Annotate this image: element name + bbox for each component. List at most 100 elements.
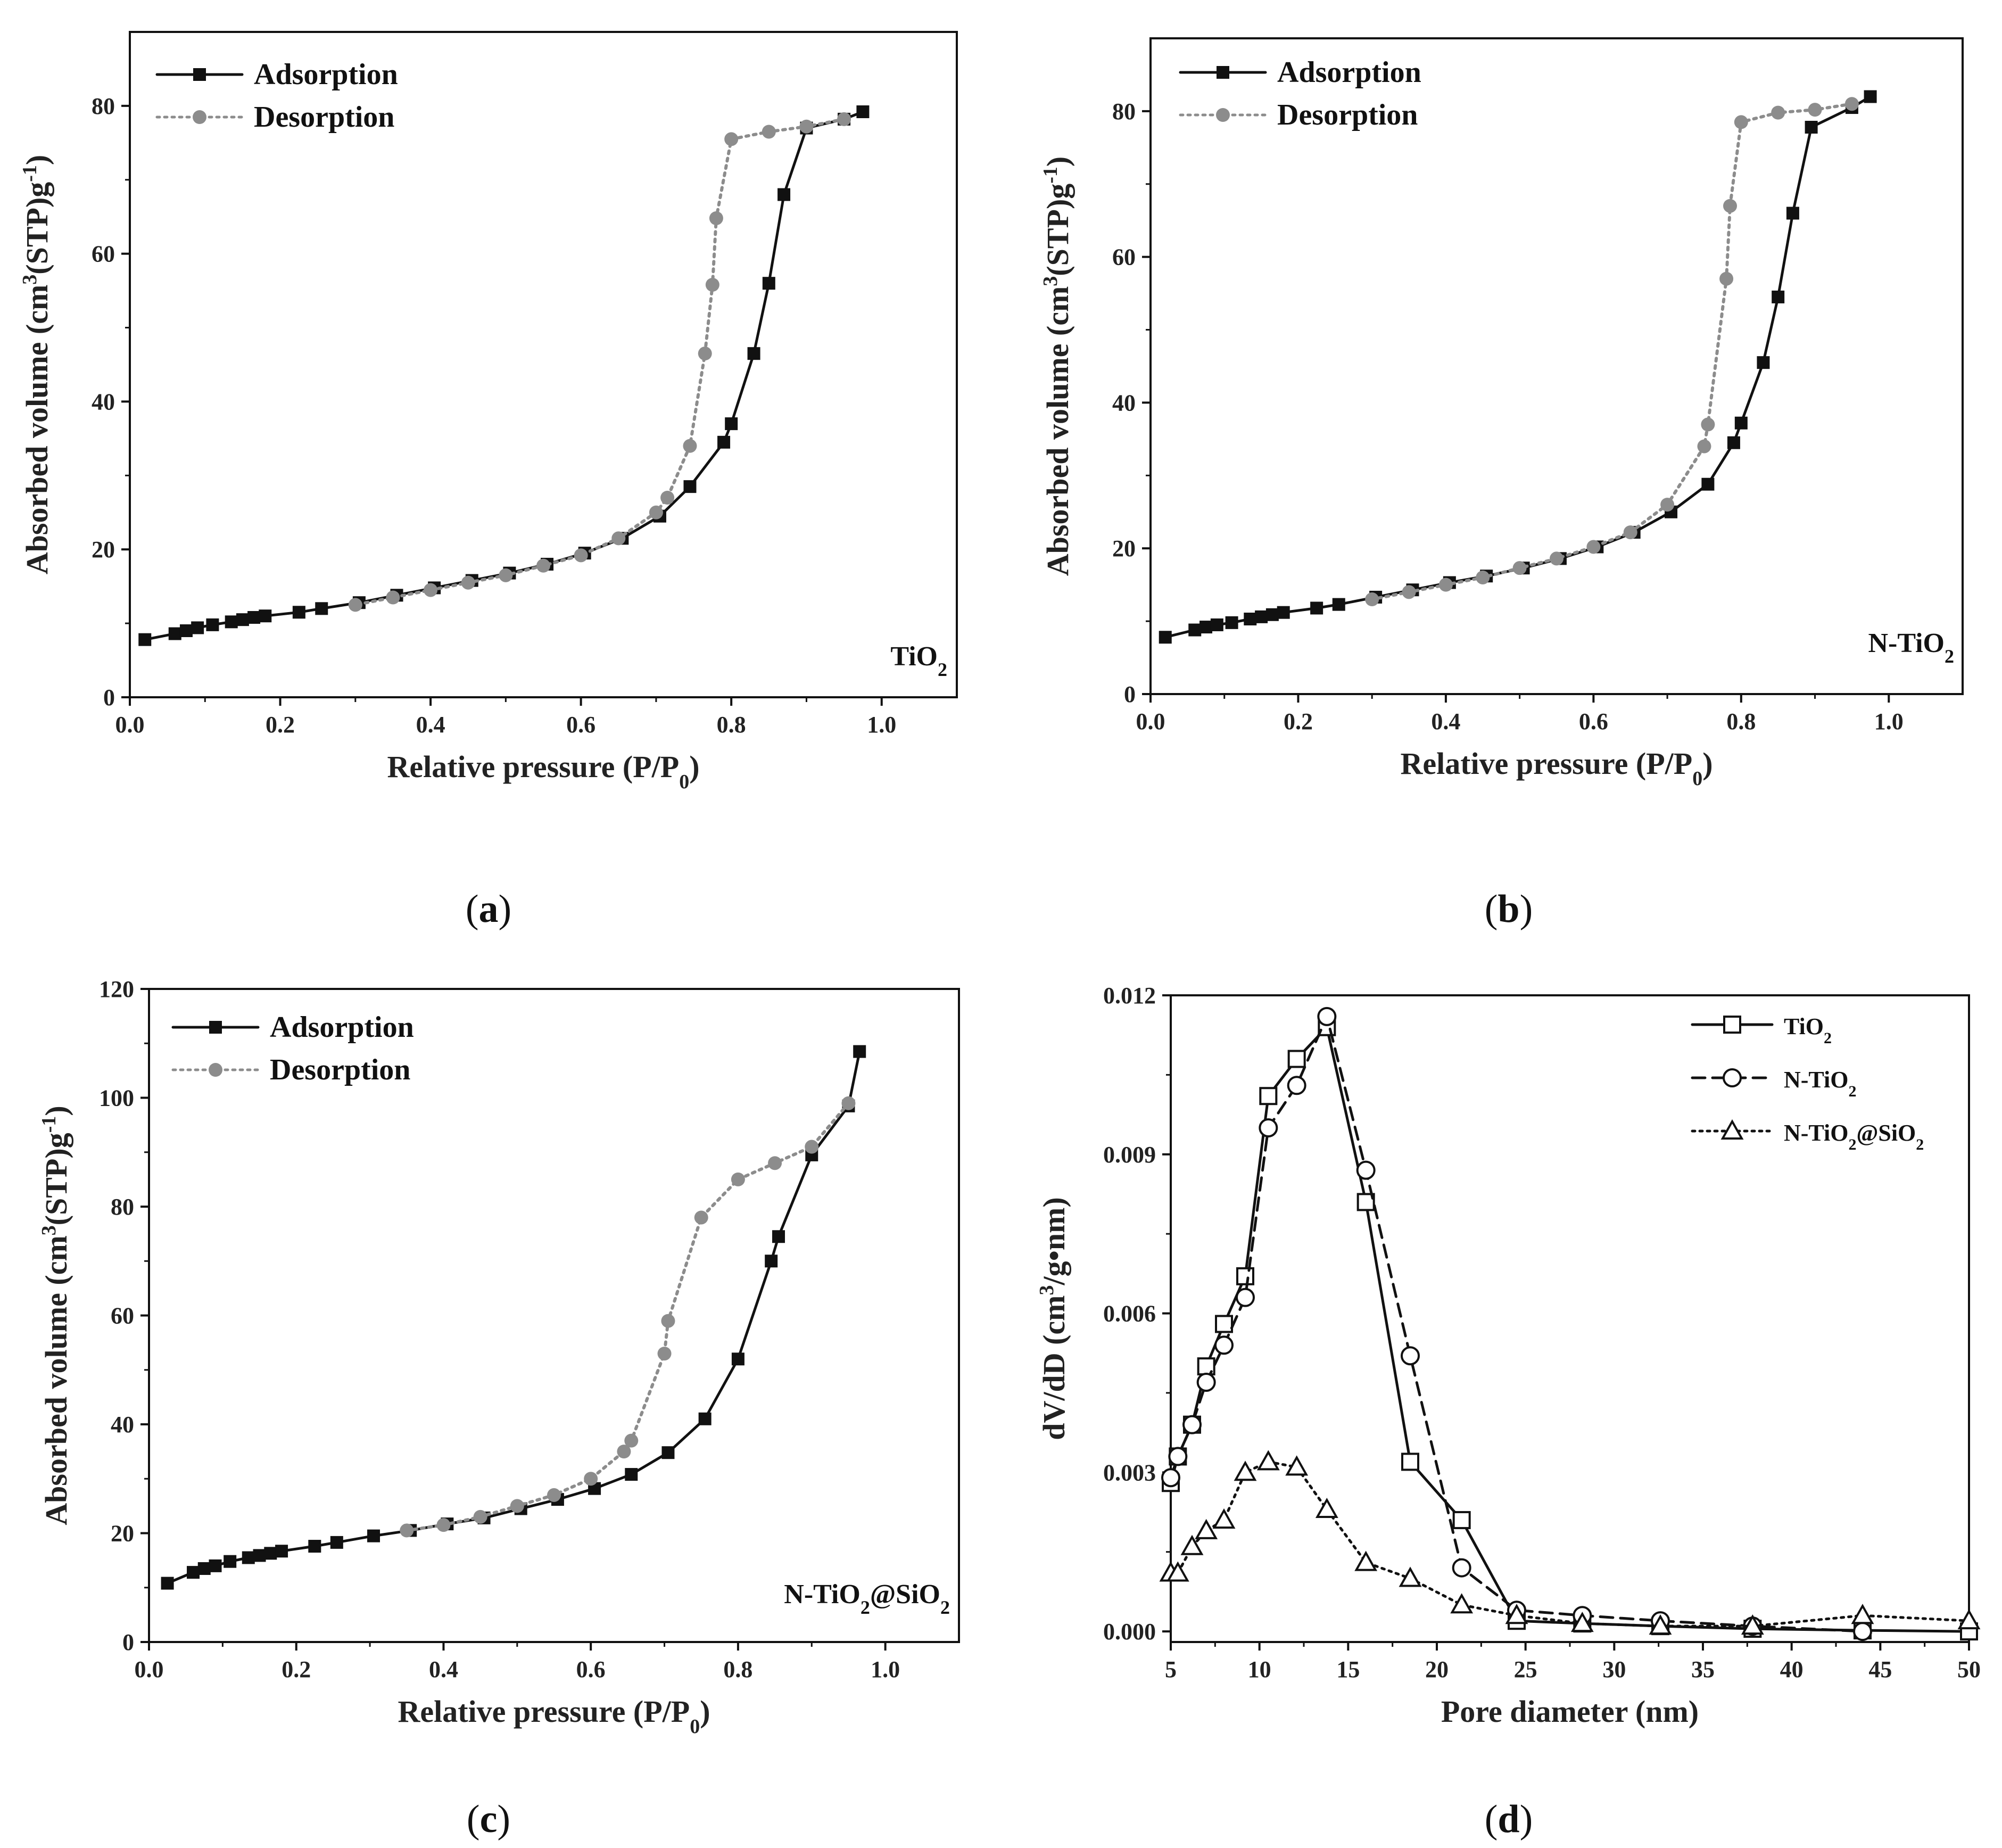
y-axis-title-before-c: Absorbed volume (cm: [39, 1235, 73, 1525]
data-point-c-0-19: [661, 1446, 675, 1459]
data-point-c-0-6: [253, 1549, 266, 1562]
data-point-d-1-4: [1214, 1335, 1234, 1355]
x-tick-label-c-0: 0.0: [135, 1656, 164, 1682]
y-tick-label-c-6: 120: [99, 976, 134, 1002]
legend-label-sub-d-2: 2: [1848, 1136, 1856, 1153]
data-point-c-0-21: [731, 1352, 744, 1366]
caption-a-open: (: [466, 887, 479, 931]
data-point-c-1-11: [510, 1499, 524, 1513]
x-axis-title-sub-a: 0: [679, 771, 689, 793]
data-point-a-0-9: [292, 606, 305, 619]
y-tick-label-d-4: 0.012: [1103, 983, 1156, 1009]
data-point-a-0-10: [315, 602, 328, 615]
data-point-b-1-9: [1623, 525, 1637, 540]
x-tick-label-c-3: 0.6: [576, 1656, 606, 1682]
legend-label-name-d-2: N-TiO: [1784, 1120, 1848, 1146]
y-axis-title-after-c: ): [39, 1106, 73, 1116]
series-d-2: [1159, 1450, 1981, 1635]
data-point-d-2-12: [1505, 1604, 1528, 1624]
data-point-c-1-3: [731, 1172, 745, 1186]
legend-label-d-0: TiO2: [1784, 1013, 1832, 1047]
data-point-b-1-14: [1438, 578, 1453, 592]
y-tick-label-a-2: 40: [92, 389, 115, 415]
legend-label-c-0: Adsorption: [270, 1011, 414, 1044]
data-point-c-0-11: [367, 1529, 380, 1542]
data-point-a-1-7: [683, 439, 697, 453]
x-axis-title-sub-b: 0: [1692, 768, 1702, 790]
legend-label-b-0: Adsorption: [1277, 56, 1421, 89]
data-point-c-1-12: [473, 1509, 487, 1524]
legend-label-sub2-d-2: 2: [1916, 1136, 1924, 1153]
legend-label-rest-d-2: @SiO: [1856, 1120, 1916, 1146]
data-point-d-0-10: [1401, 1453, 1419, 1471]
series-a-1: [348, 112, 851, 612]
y-tick-label-c-1: 20: [111, 1521, 134, 1547]
legend-label-name-b-1: Desorption: [1277, 98, 1418, 131]
data-point-d-0-6: [1259, 1087, 1278, 1106]
sample-label-main-a: TiO: [890, 641, 938, 672]
x-axis-title-rest-a: ): [689, 749, 699, 784]
data-point-a-0-22: [725, 417, 738, 431]
x-axis-title-main-b: Relative pressure (P/P: [1400, 746, 1692, 781]
data-point-d-2-8: [1315, 1497, 1338, 1519]
legend-marker-a-0: [193, 68, 206, 81]
data-point-a-1-13: [499, 568, 513, 582]
x-axis-title-rest-c: ): [700, 1694, 710, 1729]
data-point-b-1-5: [1719, 271, 1734, 286]
data-point-a-1-4: [709, 211, 723, 225]
data-point-d-2-4: [1212, 1508, 1236, 1529]
data-point-d-2-1: [1166, 1561, 1189, 1582]
data-point-a-1-17: [348, 598, 362, 612]
data-point-b-0-2: [1199, 621, 1213, 634]
caption-d: (d): [1485, 1797, 1533, 1841]
data-point-b-0-22: [1734, 416, 1748, 430]
y-axis-title-sup2-b: -1: [1039, 167, 1062, 184]
y-axis-title-b: Absorbed volume (cm3(STP)g-1): [1039, 156, 1075, 576]
y-axis-title-before-a: Absorbed volume (cm: [20, 285, 54, 575]
x-tick-label-b-4: 0.8: [1726, 708, 1756, 735]
data-point-c-1-8: [617, 1445, 631, 1459]
legend-label-b-1: Desorption: [1277, 98, 1418, 131]
data-point-b-0-6: [1255, 610, 1268, 623]
y-axis-title-sup1-a: 3: [19, 275, 41, 285]
data-point-c-0-23: [772, 1230, 785, 1243]
data-point-d-1-9: [1356, 1160, 1376, 1180]
data-point-a-0-4: [206, 618, 219, 631]
x-tick-label-d-5: 30: [1602, 1656, 1626, 1682]
y-axis-title-sup2-c: -1: [38, 1116, 60, 1133]
data-point-a-0-6: [236, 613, 249, 626]
x-axis-title-main-c: Relative pressure (P/P: [398, 1694, 690, 1729]
data-point-b-0-3: [1210, 618, 1223, 631]
data-point-d-2-15: [1741, 1614, 1764, 1635]
data-point-d-1-6: [1259, 1118, 1278, 1137]
data-point-b-1-12: [1512, 561, 1527, 575]
data-point-a-1-1: [799, 119, 814, 134]
data-point-b-0-21: [1727, 436, 1740, 449]
legend-marker-d-2: [1720, 1119, 1744, 1140]
x-axis-title-b: Relative pressure (P/P0): [1400, 746, 1713, 790]
legend-label-a-0: Adsorption: [254, 58, 398, 91]
sample-label-c: N-TiO2@SiO2: [784, 1579, 950, 1618]
data-point-d-1-8: [1317, 1006, 1337, 1026]
y-axis-title-middle-a: (STP)g: [20, 182, 54, 275]
data-point-b-0-26: [1805, 121, 1818, 134]
y-tick-label-b-0: 0: [1124, 681, 1136, 707]
data-point-a-0-24: [762, 277, 775, 290]
plot-frame-a: [129, 31, 958, 698]
data-point-a-0-5: [225, 615, 238, 629]
series-c-1: [400, 1096, 856, 1538]
data-point-b-0-10: [1332, 598, 1345, 611]
legend-label-name-b-0: Adsorption: [1277, 56, 1421, 89]
data-point-b-0-25: [1786, 207, 1799, 220]
x-tick-label-b-1: 0.2: [1284, 708, 1313, 735]
x-tick-label-b-2: 0.4: [1431, 708, 1460, 735]
data-point-a-1-11: [574, 548, 588, 563]
data-point-a-0-25: [777, 188, 791, 201]
svg-text:(c): (c): [467, 1797, 510, 1841]
series-b-1: [1365, 97, 1859, 607]
y-tick-label-d-0: 0.000: [1103, 1619, 1156, 1645]
x-tick-label-d-8: 45: [1868, 1656, 1892, 1682]
chart-c: 0.0 0.2 0.4 0.6 0.8 1.0020406080100120Relativ…: [38, 976, 960, 1738]
